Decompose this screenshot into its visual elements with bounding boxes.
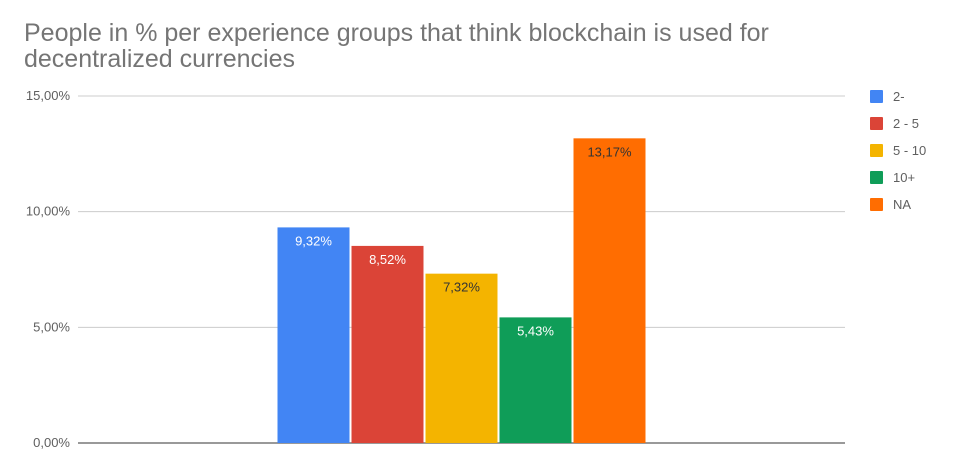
legend: 2- 2 - 5 5 - 10 10+ NA <box>870 89 926 212</box>
y-tick-label: 10,00% <box>26 204 71 219</box>
bar <box>425 273 498 443</box>
legend-swatch <box>870 117 883 130</box>
chart-title: People in % per experience groups that t… <box>24 19 769 73</box>
bar <box>351 245 424 443</box>
legend-label: 2- <box>893 89 905 104</box>
legend-label: 2 - 5 <box>893 116 919 131</box>
data-label: 7,32% <box>443 280 480 295</box>
data-label: 13,17% <box>587 144 632 159</box>
y-tick-label: 5,00% <box>33 319 70 334</box>
legend-swatch <box>870 198 883 211</box>
legend-label: 10+ <box>893 170 915 185</box>
bar <box>573 138 646 444</box>
bar-layer <box>277 138 646 444</box>
data-label: 9,32% <box>295 233 332 248</box>
bar <box>277 227 350 443</box>
y-tick-label: 0,00% <box>33 435 70 450</box>
legend-swatch <box>870 144 883 157</box>
legend-label: 5 - 10 <box>893 143 926 158</box>
legend-label: NA <box>893 197 911 212</box>
y-tick-label: 15,00% <box>26 88 71 103</box>
legend-swatch <box>870 90 883 103</box>
data-label: 8,52% <box>369 252 406 267</box>
data-label: 5,43% <box>517 323 554 338</box>
grid-layer: 0,00% 5,00% 10,00% 15,00% <box>26 88 845 450</box>
legend-swatch <box>870 171 883 184</box>
label-layer: 9,32% 8,52% 7,32% 5,43% 13,17% <box>295 144 632 338</box>
bar <box>499 317 572 443</box>
